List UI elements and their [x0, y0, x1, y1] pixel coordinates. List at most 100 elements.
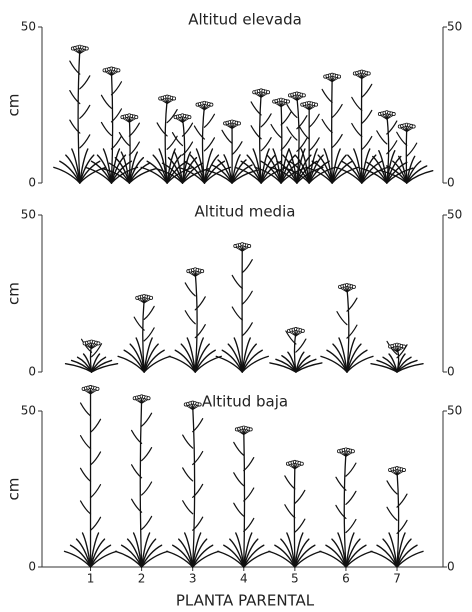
stem-leaf — [284, 504, 296, 519]
pedicel — [386, 114, 395, 120]
stem-leaf — [184, 282, 196, 297]
leaf — [69, 544, 92, 568]
plant — [217, 425, 271, 568]
pedicel — [361, 74, 370, 80]
floret — [314, 102, 319, 107]
leaf — [243, 544, 265, 568]
stem-leaf — [79, 500, 92, 515]
x-axis-label: PLANTA PARENTAL — [176, 592, 315, 610]
leaf — [63, 550, 92, 568]
leaf — [177, 166, 206, 184]
stem-leaf — [141, 515, 153, 530]
stem-leaf — [250, 125, 262, 140]
stem-leaf — [80, 338, 93, 353]
leaf — [84, 166, 113, 184]
leaf — [326, 349, 348, 373]
stalk — [396, 347, 400, 373]
floret — [351, 284, 356, 289]
floret — [248, 427, 253, 432]
stem-leaf — [182, 467, 194, 482]
leaf — [114, 550, 143, 568]
pedicel — [143, 298, 152, 304]
leaf — [276, 160, 298, 184]
stem-leaf — [250, 101, 262, 116]
stem-leaf — [182, 500, 194, 515]
stem-leaf — [79, 104, 91, 119]
stem-leaf — [284, 475, 296, 490]
stem-leaf — [336, 311, 348, 326]
y-tick-label-right: 0 — [447, 560, 455, 574]
leaf — [191, 544, 214, 568]
plant — [370, 340, 424, 373]
pedicel — [182, 117, 190, 123]
stem-leaf — [396, 519, 408, 535]
stem-leaf — [181, 122, 194, 137]
leaf — [308, 160, 330, 184]
plant — [102, 113, 157, 184]
floret — [366, 71, 371, 76]
stalk — [386, 114, 390, 184]
stem-leaf — [194, 296, 206, 311]
stem-leaf — [184, 310, 196, 325]
leaf — [183, 160, 206, 184]
floret — [300, 328, 305, 333]
stem-leaf — [396, 344, 408, 359]
stem-leaf — [396, 493, 408, 508]
plant — [370, 466, 424, 568]
plant — [63, 385, 118, 568]
y-tick-label: 50 — [21, 20, 36, 34]
y-tick-label: 50 — [21, 208, 36, 222]
leaf — [406, 170, 434, 184]
floret — [146, 396, 151, 401]
stalk — [194, 271, 198, 373]
plant — [168, 267, 222, 373]
y-tick-label-right: 0 — [447, 365, 455, 379]
stem-leaf — [335, 476, 347, 491]
plant — [155, 113, 210, 184]
pedicel — [243, 429, 252, 436]
floret — [401, 467, 406, 472]
leaf — [205, 169, 233, 184]
pedicel — [346, 287, 355, 293]
panel-title: Altitud baja — [202, 393, 288, 411]
stem-leaf — [285, 330, 297, 345]
leaf — [376, 544, 398, 568]
stem-leaf — [233, 441, 245, 456]
stem-leaf — [233, 502, 245, 517]
pedicel — [260, 92, 269, 98]
stem-leaf — [386, 480, 398, 495]
plant — [117, 294, 171, 373]
leaf — [194, 349, 216, 373]
stem-leaf — [110, 108, 123, 123]
plant — [64, 338, 119, 373]
stem-leaf — [110, 135, 123, 150]
stem-leaf — [296, 137, 308, 152]
pedicel — [296, 95, 305, 101]
pedicel — [231, 124, 240, 130]
x-tick-label: 4 — [240, 572, 248, 586]
leaf — [53, 166, 81, 184]
leaf — [143, 349, 165, 373]
stalk — [139, 398, 143, 568]
floret — [200, 269, 205, 274]
leaf — [370, 550, 398, 568]
stalk — [201, 105, 206, 184]
stem-leaf — [260, 137, 272, 152]
floret — [350, 449, 355, 454]
stem-leaf — [192, 450, 204, 466]
leaf — [254, 166, 282, 184]
leaf — [241, 355, 269, 373]
stem-leaf — [143, 327, 155, 342]
leaf — [90, 363, 119, 373]
leaf — [305, 166, 333, 184]
floret — [197, 402, 202, 407]
pedicel — [111, 70, 119, 76]
floret — [401, 344, 406, 349]
leaf — [140, 544, 163, 568]
y-tick-label: 0 — [28, 365, 36, 379]
stem-leaf — [141, 412, 153, 427]
y-axis-label: cm — [5, 478, 23, 501]
stalk — [164, 98, 168, 184]
stem-leaf — [131, 498, 143, 513]
stem-leaf — [345, 518, 357, 534]
